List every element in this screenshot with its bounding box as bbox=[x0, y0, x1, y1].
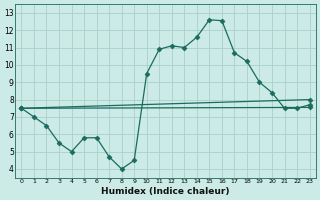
X-axis label: Humidex (Indice chaleur): Humidex (Indice chaleur) bbox=[101, 187, 230, 196]
